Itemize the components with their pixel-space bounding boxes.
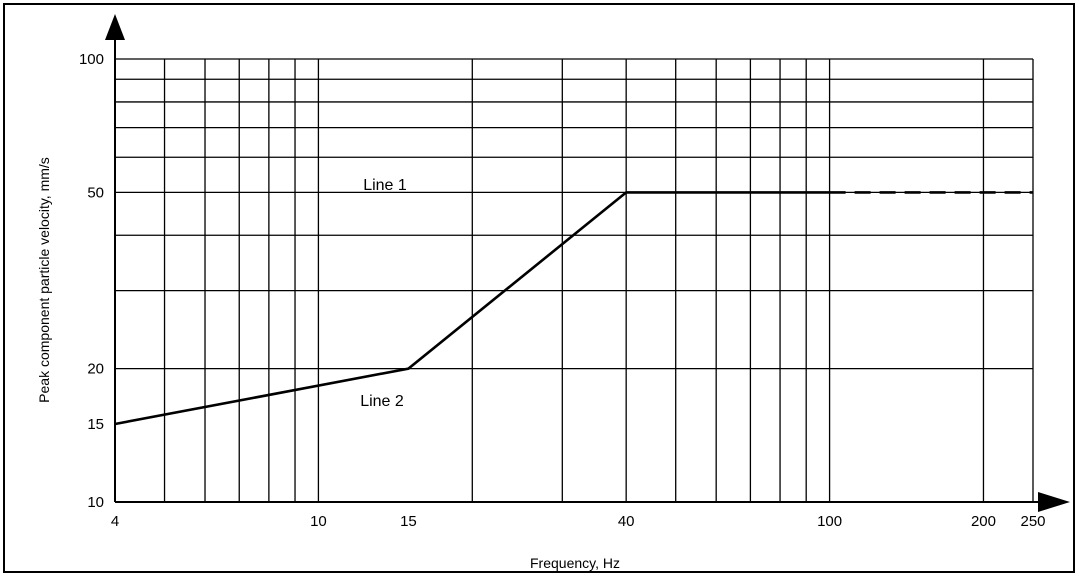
series-layer xyxy=(114,191,1033,426)
x-tick-label-10: 10 xyxy=(310,513,327,530)
chart-frame xyxy=(3,3,1075,573)
x-tick-label-15: 15 xyxy=(400,513,417,530)
series-label-line-2: Line 2 xyxy=(360,393,404,410)
x-gridlines xyxy=(114,59,1034,502)
x-tick-label-100: 100 xyxy=(817,513,842,530)
x-tick-label-200: 200 xyxy=(971,513,996,530)
y-gridlines xyxy=(115,58,1033,503)
y-axis-title: Peak component particle velocity, mm/s xyxy=(36,157,52,403)
x-tick-label-40: 40 xyxy=(618,513,635,530)
y-tick-labels: 10 15 20 50 100 xyxy=(79,51,104,511)
series-label-line-1: Line 1 xyxy=(363,177,407,194)
y-tick-label-100: 100 xyxy=(79,51,104,68)
y-tick-label-20: 20 xyxy=(87,361,104,378)
y-tick-label-50: 50 xyxy=(87,184,104,201)
y-tick-label-10: 10 xyxy=(87,494,104,511)
series-line-2-segment-1 xyxy=(114,191,628,426)
x-tick-label-250: 250 xyxy=(1020,513,1045,530)
y-tick-label-15: 15 xyxy=(87,416,104,433)
x-axis-title: Frequency, Hz xyxy=(530,555,620,571)
x-tick-label-4: 4 xyxy=(111,513,119,530)
axes xyxy=(105,14,1070,512)
x-tick-labels: 4 10 15 40 100 200 250 xyxy=(111,513,1046,530)
